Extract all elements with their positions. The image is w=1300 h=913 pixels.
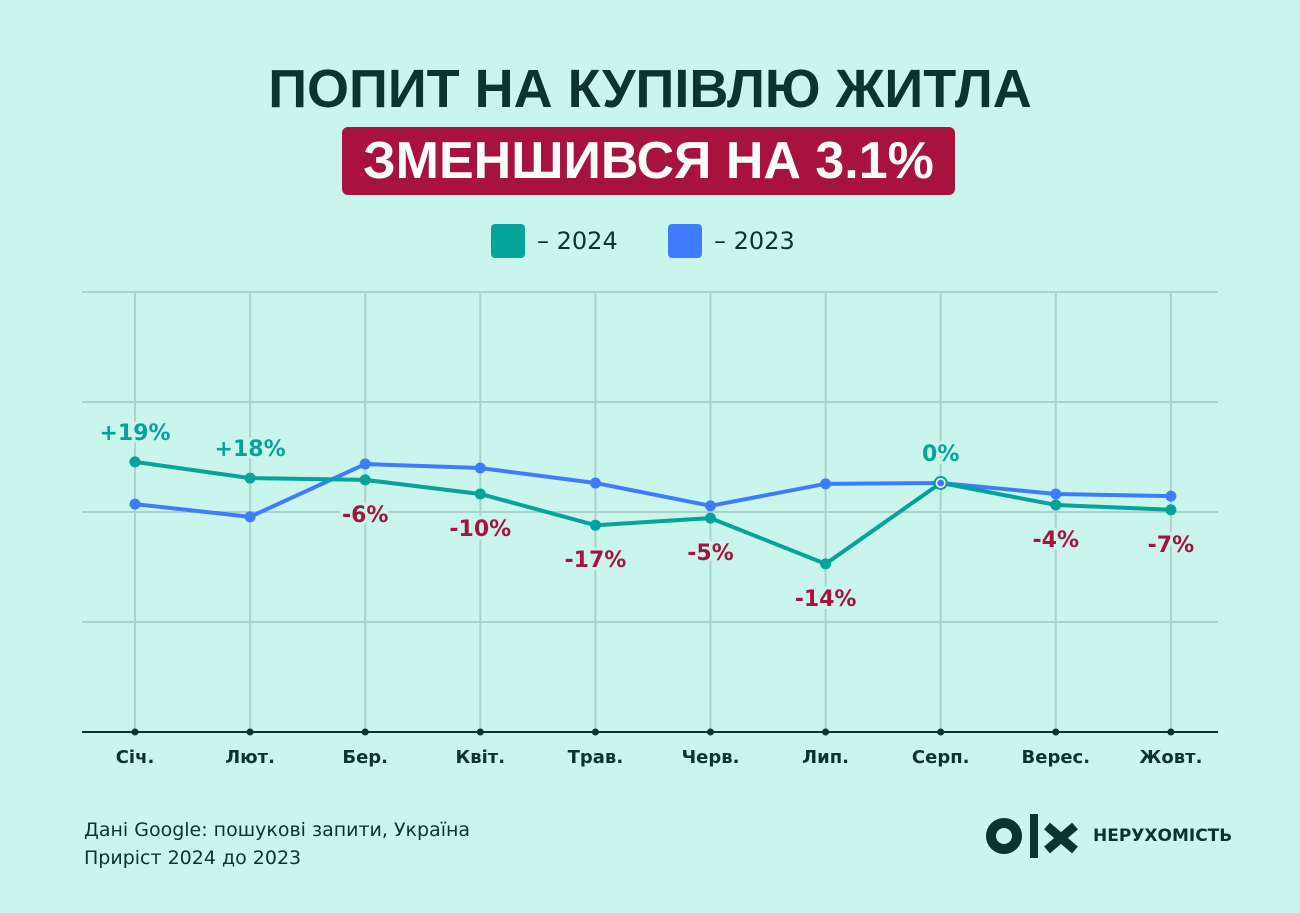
olx-logo: НЕРУХОМІСТЬ — [985, 812, 1232, 860]
x-tick — [1052, 728, 1060, 736]
legend-swatch-2024 — [491, 224, 525, 258]
data-label: +18% — [215, 437, 286, 462]
x-tick — [361, 728, 369, 736]
x-tick-label: Верес. — [1022, 747, 1091, 768]
x-tick-label: Черв. — [682, 747, 740, 768]
x-tick — [1167, 728, 1175, 736]
data-point-2024 — [474, 488, 486, 500]
x-tick-label: Трав. — [568, 747, 624, 768]
x-tick — [246, 728, 254, 736]
x-tick-label: Бер. — [342, 747, 388, 768]
x-tick-label: Квіт. — [456, 747, 506, 768]
data-point-2023 — [589, 477, 601, 489]
x-tick-label: Жовт. — [1139, 747, 1202, 768]
data-point-highlight-center — [937, 479, 945, 487]
data-label: +19% — [99, 421, 170, 446]
data-label: -17% — [565, 548, 627, 573]
x-tick — [937, 728, 945, 736]
x-tick — [707, 728, 714, 736]
chart-title: ПОПИТ НА КУПІВЛЮ ЖИТЛА — [268, 59, 1032, 119]
data-point-2023 — [820, 478, 832, 490]
series-line-2023 — [134, 462, 1171, 519]
data-point-2023 — [705, 500, 716, 512]
data-point-2023 — [244, 511, 256, 523]
data-point-2024 — [589, 519, 601, 531]
x-tick — [822, 728, 830, 736]
legend-item-2024: – 2024 — [491, 224, 618, 258]
x-tick-label: Лип. — [802, 747, 849, 768]
data-point-2024 — [1165, 504, 1177, 516]
data-point-2024 — [129, 456, 141, 468]
data-point-2023 — [129, 498, 141, 510]
x-tick-label: Лют. — [225, 747, 275, 768]
data-label: 0% — [922, 442, 959, 467]
data-label: -6% — [342, 503, 388, 528]
data-point-2024 — [244, 472, 256, 484]
data-point-2024 — [820, 558, 832, 570]
x-tick — [591, 728, 599, 736]
x-tick — [131, 728, 139, 736]
legend-swatch-2023 — [668, 224, 702, 258]
data-point-2023 — [1165, 490, 1177, 502]
source-note: Дані Google: пошукові запити, Україна Пр… — [84, 816, 470, 872]
data-point-2023 — [1050, 488, 1062, 500]
data-label: -14% — [795, 587, 857, 612]
series-line-2024 — [134, 459, 1171, 566]
data-label: -5% — [687, 541, 733, 566]
data-label: -7% — [1148, 533, 1194, 558]
olx-logo-mark — [986, 814, 1078, 858]
legend-item-2023: – 2023 — [668, 224, 795, 258]
source-line-1: Дані Google: пошукові запити, Україна — [84, 819, 471, 841]
data-point-2024 — [359, 474, 371, 486]
x-tick — [476, 728, 484, 736]
data-point-2024 — [705, 512, 716, 524]
data-label: -4% — [1033, 528, 1079, 553]
brand-label: НЕРУХОМІСТЬ — [1093, 826, 1233, 846]
legend-label-2024: – 2024 — [537, 227, 618, 255]
source-line-2: Приріст 2024 до 2023 — [84, 847, 302, 869]
data-label: -10% — [449, 517, 511, 542]
data-point-2023 — [474, 462, 486, 474]
data-point-2024 — [1050, 499, 1062, 511]
x-tick-label: Серп. — [912, 747, 970, 768]
x-tick-label: Січ. — [116, 747, 155, 768]
legend-label-2023: – 2023 — [714, 227, 795, 255]
data-point-2023 — [359, 458, 371, 470]
highlight-banner: ЗМЕНШИВСЯ НА 3.1% — [342, 127, 955, 195]
